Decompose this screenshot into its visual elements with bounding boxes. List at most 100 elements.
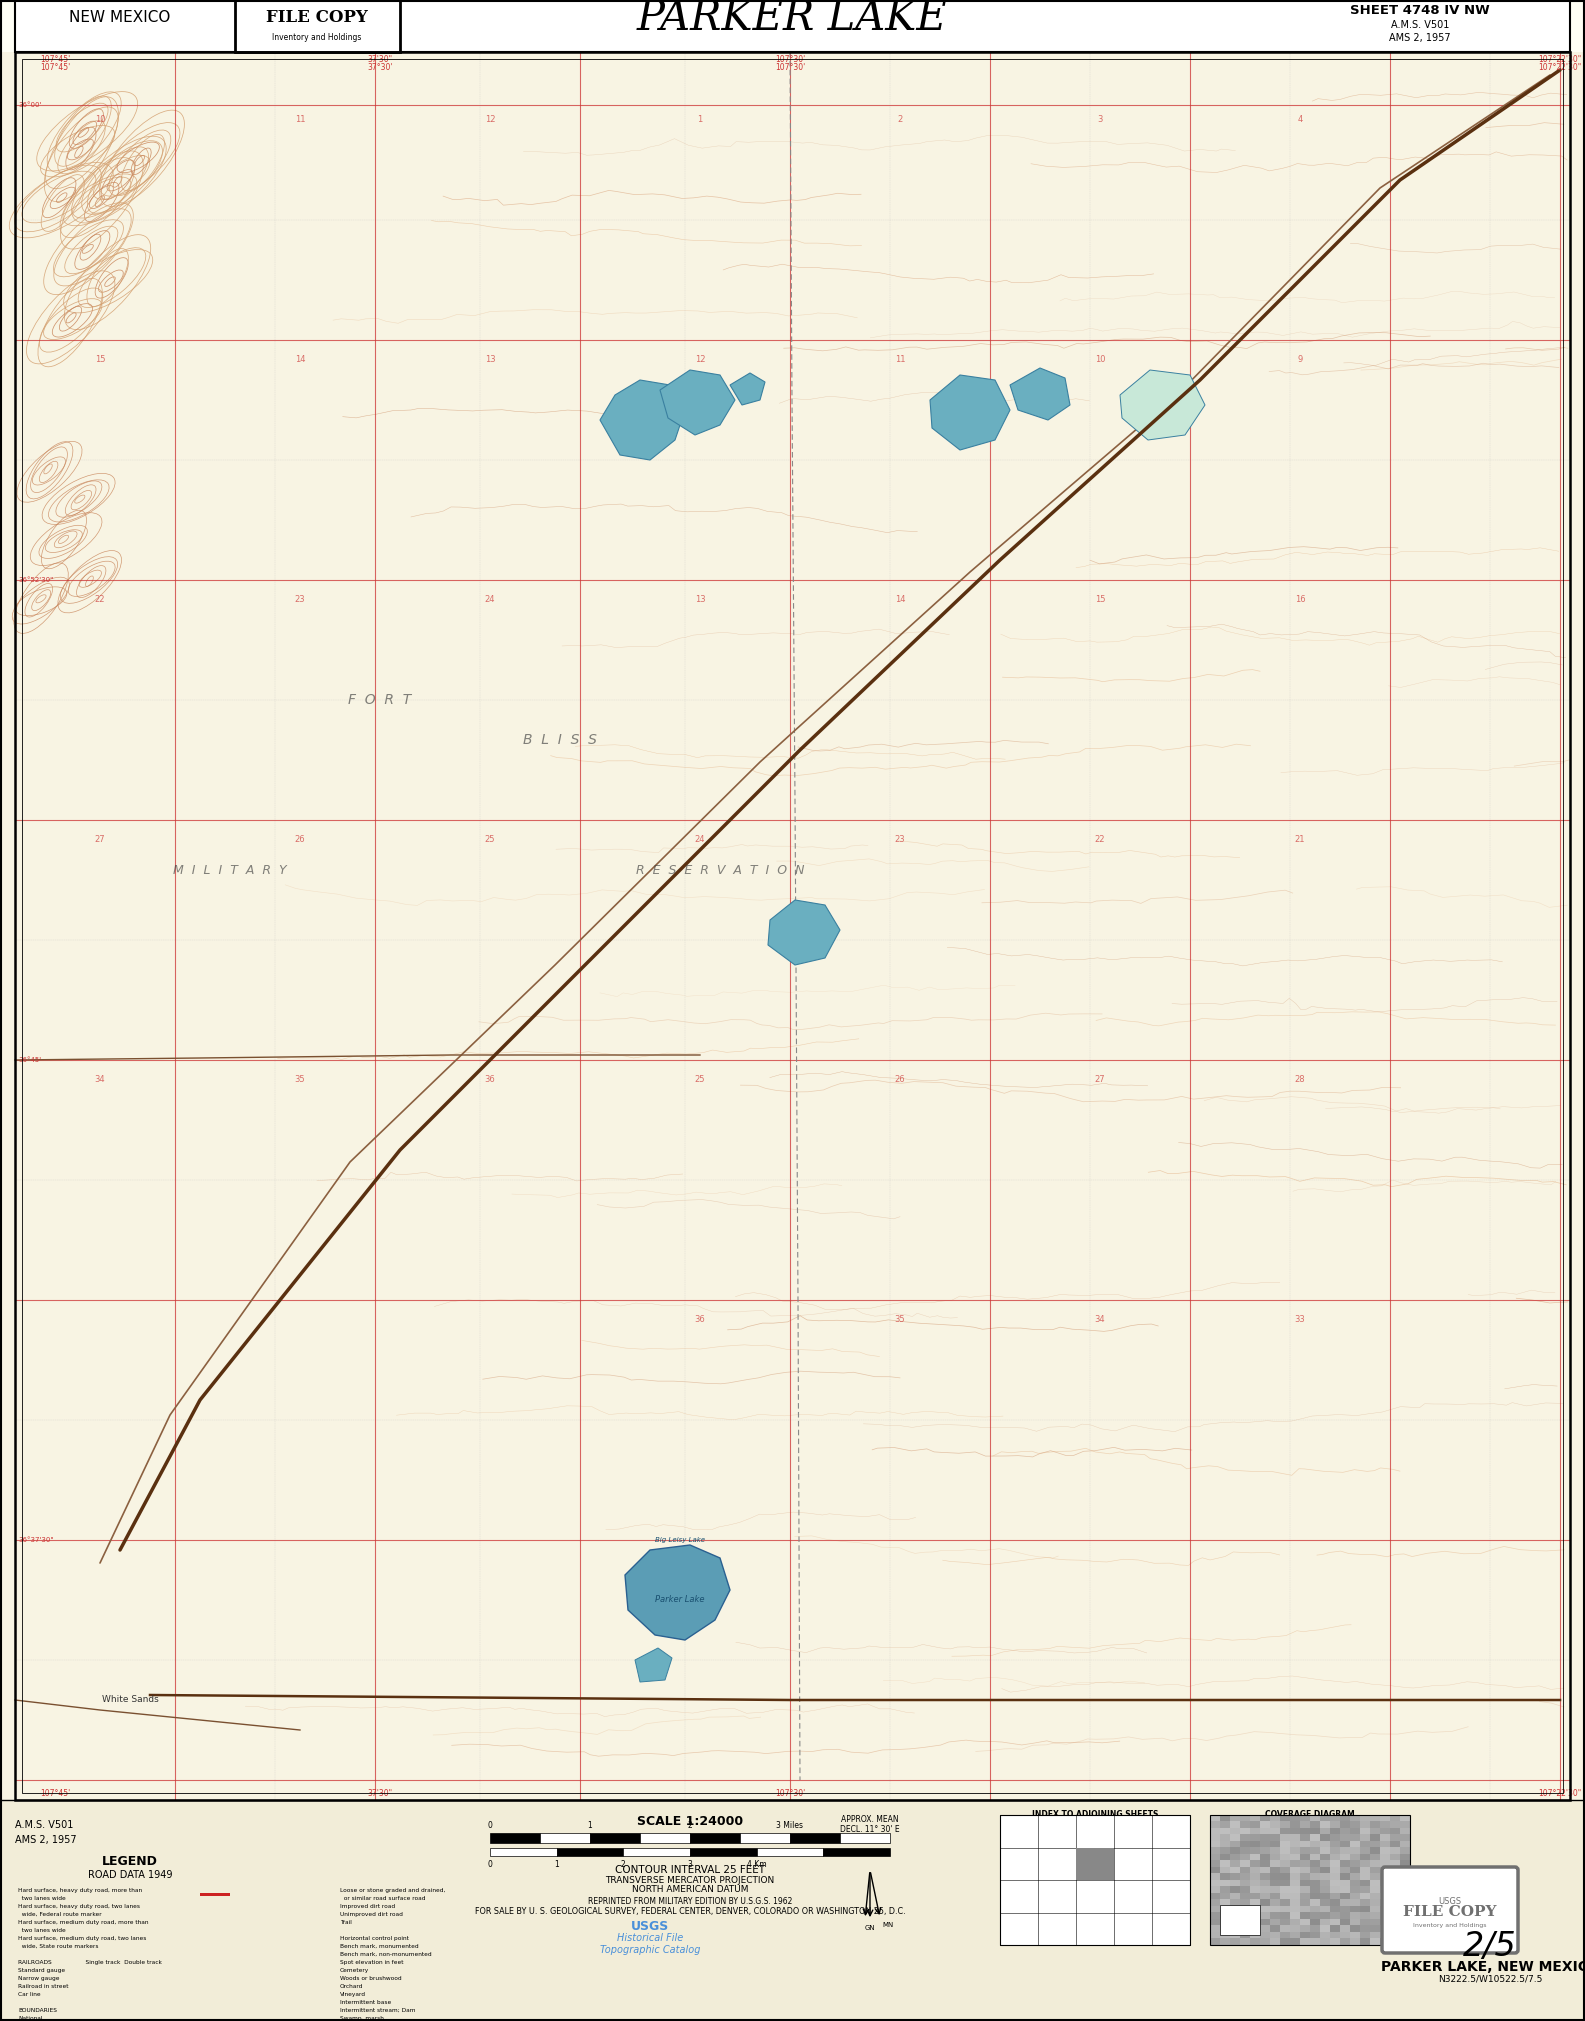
Text: Parker Lake: Parker Lake (655, 1595, 705, 1605)
Text: 36°00': 36°00' (17, 101, 41, 107)
Text: 11: 11 (295, 115, 306, 125)
Text: 37°30': 37°30' (368, 63, 393, 73)
Text: Bench mark, monumented: Bench mark, monumented (341, 1944, 418, 1948)
Bar (0, 53, 1585, 1801)
Text: 35: 35 (894, 1316, 905, 1324)
Text: 26: 26 (894, 1075, 905, 1085)
Text: Orchard: Orchard (341, 1985, 363, 1989)
Text: FILE COPY: FILE COPY (266, 10, 368, 26)
Text: 107°30': 107°30' (775, 1789, 805, 1799)
Text: Horizontal control point: Horizontal control point (341, 1936, 409, 1940)
Polygon shape (1010, 368, 1070, 420)
Text: 2: 2 (897, 115, 902, 125)
Text: 27: 27 (95, 835, 105, 845)
Text: 34: 34 (1095, 1316, 1105, 1324)
Text: Hard surface, heavy duty road, two lanes: Hard surface, heavy duty road, two lanes (17, 1904, 139, 1910)
Text: 28: 28 (1295, 1075, 1306, 1085)
Text: Big Leisy Lake: Big Leisy Lake (655, 1538, 705, 1542)
Text: 12: 12 (485, 115, 495, 125)
Bar (200, 1894, 230, 1896)
Text: 3 Miles: 3 Miles (777, 1821, 804, 1829)
Text: or similar road surface road: or similar road surface road (341, 1896, 425, 1902)
Text: 107°22'30": 107°22'30" (1539, 55, 1582, 65)
Polygon shape (769, 899, 840, 964)
Text: White Sands: White Sands (101, 1696, 158, 1704)
Text: Cemetery: Cemetery (341, 1968, 369, 1972)
Text: 37'30": 37'30" (368, 1789, 393, 1799)
Text: Woods or brushwood: Woods or brushwood (341, 1977, 401, 1981)
Text: REPRINTED FROM MILITARY EDITION BY U.S.G.S. 1962: REPRINTED FROM MILITARY EDITION BY U.S.G… (588, 1898, 792, 1906)
Text: Standard gauge: Standard gauge (17, 1968, 65, 1972)
Text: AMS 2, 1957: AMS 2, 1957 (1388, 32, 1450, 42)
Bar (14, 53, 1571, 1801)
Text: 36: 36 (485, 1075, 496, 1085)
Text: 2/5: 2/5 (1463, 1930, 1517, 1962)
Text: 25: 25 (485, 835, 495, 845)
Text: National: National (17, 2017, 43, 2021)
Bar (490, 1833, 540, 1843)
Bar (756, 1847, 823, 1855)
Polygon shape (1121, 370, 1205, 441)
Text: GN: GN (865, 1924, 875, 1930)
Text: Swamp, marsh: Swamp, marsh (341, 2017, 384, 2021)
Text: Hard surface, medium duty road, more than: Hard surface, medium duty road, more tha… (17, 1920, 149, 1924)
Text: 26: 26 (295, 835, 306, 845)
Text: 22: 22 (95, 596, 105, 604)
Text: Bench mark, non-monumented: Bench mark, non-monumented (341, 1952, 431, 1956)
Text: 36°52'30": 36°52'30" (17, 578, 54, 582)
Text: 15: 15 (1095, 596, 1105, 604)
Text: A.M.S. V501: A.M.S. V501 (14, 1821, 73, 1829)
Bar (0, 1801, 1585, 2021)
Text: 1: 1 (588, 1821, 593, 1829)
Text: two lanes wide: two lanes wide (17, 1928, 65, 1932)
Text: 107°45': 107°45' (40, 1789, 70, 1799)
Text: CONTOUR INTERVAL 25 FEET: CONTOUR INTERVAL 25 FEET (615, 1865, 766, 1875)
Text: NEW MEXICO: NEW MEXICO (70, 10, 171, 26)
Text: 11: 11 (896, 356, 905, 364)
Bar (22, 59, 1563, 1793)
Text: BOUNDARIES: BOUNDARIES (17, 2009, 57, 2013)
Text: 1: 1 (697, 115, 702, 125)
Text: USGS: USGS (631, 1920, 669, 1932)
Text: Narrow gauge: Narrow gauge (17, 1977, 60, 1981)
Text: Improved dirt road: Improved dirt road (341, 1904, 395, 1910)
Text: wide, State route markers: wide, State route markers (17, 1944, 98, 1948)
Text: 4: 4 (1298, 115, 1303, 125)
Text: 36°37'30": 36°37'30" (17, 1538, 54, 1542)
Bar (1209, 1815, 1411, 1944)
Text: 27: 27 (1095, 1075, 1105, 1085)
Text: 107°45': 107°45' (40, 55, 70, 65)
Text: 22: 22 (1095, 835, 1105, 845)
Text: Unimproved dirt road: Unimproved dirt road (341, 1912, 403, 1918)
Text: Hard surface, heavy duty road, more than: Hard surface, heavy duty road, more than (17, 1888, 143, 1894)
Text: 23: 23 (894, 835, 905, 845)
Text: 23: 23 (295, 596, 306, 604)
Bar (689, 1833, 740, 1843)
Text: Spot elevation in feet: Spot elevation in feet (341, 1960, 404, 1964)
Text: Trail: Trail (341, 1920, 352, 1924)
Bar (490, 1847, 556, 1855)
Text: USGS: USGS (1439, 1898, 1461, 1906)
Text: 36: 36 (694, 1316, 705, 1324)
Text: COVERAGE DIAGRAM: COVERAGE DIAGRAM (1265, 1811, 1355, 1819)
Bar (689, 1847, 756, 1855)
Polygon shape (601, 380, 685, 461)
Text: INDEX TO ADJOINING SHEETS: INDEX TO ADJOINING SHEETS (1032, 1811, 1159, 1819)
Text: 107°30': 107°30' (775, 55, 805, 65)
Text: 21: 21 (1295, 835, 1306, 845)
Bar (823, 1847, 891, 1855)
Text: 4 Km: 4 Km (747, 1859, 767, 1869)
Bar (235, 0, 399, 53)
Text: PARKER LAKE, NEW MEXICO: PARKER LAKE, NEW MEXICO (1381, 1960, 1585, 1975)
Polygon shape (636, 1647, 672, 1681)
Text: R  E  S  E  R  V  A  T  I  O  N: R E S E R V A T I O N (636, 863, 804, 877)
Text: Vineyard: Vineyard (341, 1993, 366, 1997)
Text: Loose or stone graded and drained,: Loose or stone graded and drained, (341, 1888, 445, 1894)
Text: 24: 24 (694, 835, 705, 845)
Bar (200, 1894, 230, 1896)
Bar (0, 0, 1585, 53)
Text: 10: 10 (1095, 356, 1105, 364)
Text: 2: 2 (688, 1821, 693, 1829)
Text: 2: 2 (621, 1859, 626, 1869)
Text: A.M.S. V501: A.M.S. V501 (1390, 20, 1449, 30)
